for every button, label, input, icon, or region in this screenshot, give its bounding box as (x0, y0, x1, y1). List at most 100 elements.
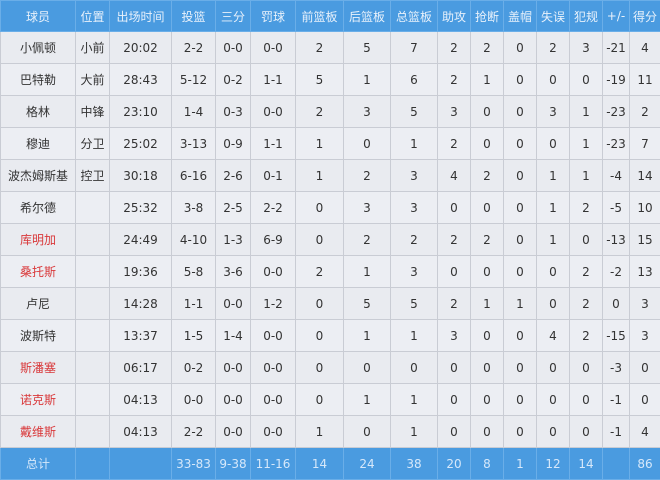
stat-cell: 0 (570, 352, 603, 384)
column-header[interactable]: 盖帽 (504, 1, 537, 32)
total-stat-cell: 20 (438, 448, 471, 480)
stat-cell: -5 (603, 192, 630, 224)
stat-cell: 5 (344, 288, 391, 320)
stat-cell: 1 (570, 128, 603, 160)
column-header[interactable]: 助攻 (438, 1, 471, 32)
stat-cell: 0 (537, 384, 570, 416)
player-name[interactable]: 波杰姆斯基 (1, 160, 76, 192)
player-name[interactable]: 斯潘塞 (1, 352, 76, 384)
player-name[interactable]: 希尔德 (1, 192, 76, 224)
stat-cell: 1 (391, 384, 438, 416)
stat-cell: 1 (344, 256, 391, 288)
stat-cell: 20:02 (110, 32, 172, 64)
player-name[interactable]: 诺克斯 (1, 384, 76, 416)
stat-cell: 3 (391, 192, 438, 224)
position-cell (76, 288, 110, 320)
stat-cell: 1 (471, 288, 504, 320)
stat-cell: 10 (630, 192, 660, 224)
player-name[interactable]: 巴特勒 (1, 64, 76, 96)
stat-cell: 0-2 (216, 64, 251, 96)
stat-cell: 4 (537, 320, 570, 352)
player-name[interactable]: 戴维斯 (1, 416, 76, 448)
column-header[interactable]: 出场时间 (110, 1, 172, 32)
stat-cell: 5 (391, 288, 438, 320)
stat-cell: 1 (296, 416, 344, 448)
stat-cell: 0-0 (216, 32, 251, 64)
player-name[interactable]: 桑托斯 (1, 256, 76, 288)
column-header[interactable]: 罚球 (251, 1, 296, 32)
stat-cell: 24:49 (110, 224, 172, 256)
stat-cell: -1 (603, 384, 630, 416)
position-cell: 小前 (76, 32, 110, 64)
total-stat-cell: 12 (537, 448, 570, 480)
stat-cell: 0 (344, 352, 391, 384)
player-name[interactable]: 库明加 (1, 224, 76, 256)
stat-cell: 3 (391, 160, 438, 192)
stat-cell: 3 (537, 96, 570, 128)
stat-cell: 3-8 (172, 192, 216, 224)
stat-cell: 2 (630, 96, 660, 128)
player-name[interactable]: 卢尼 (1, 288, 76, 320)
stat-cell: 0 (471, 320, 504, 352)
position-cell (76, 384, 110, 416)
column-header[interactable]: 前篮板 (296, 1, 344, 32)
stat-cell: 0 (296, 192, 344, 224)
stat-cell: 0-3 (216, 96, 251, 128)
stat-cell: 1 (344, 320, 391, 352)
player-name[interactable]: 波斯特 (1, 320, 76, 352)
stat-cell: 0-0 (251, 352, 296, 384)
stat-cell: 0-1 (251, 160, 296, 192)
player-name[interactable]: 穆迪 (1, 128, 76, 160)
stat-cell: 2 (296, 256, 344, 288)
stat-cell: 0 (471, 384, 504, 416)
player-name[interactable]: 小佩顿 (1, 32, 76, 64)
column-header[interactable]: +/- (603, 1, 630, 32)
stat-cell: 0-0 (216, 352, 251, 384)
column-header[interactable]: 得分 (630, 1, 660, 32)
column-header[interactable]: 犯规 (570, 1, 603, 32)
stat-cell: 3 (344, 192, 391, 224)
stat-cell: 2 (438, 224, 471, 256)
column-header[interactable]: 失误 (537, 1, 570, 32)
stat-cell: 2 (438, 128, 471, 160)
stat-cell: 4-10 (172, 224, 216, 256)
stat-cell: 4 (630, 32, 660, 64)
stat-cell: 0 (504, 192, 537, 224)
column-header[interactable]: 三分 (216, 1, 251, 32)
stat-cell: 0 (504, 32, 537, 64)
stat-cell: 2 (296, 32, 344, 64)
column-header[interactable]: 后篮板 (344, 1, 391, 32)
column-header[interactable]: 球员 (1, 1, 76, 32)
stat-cell: 0-0 (251, 96, 296, 128)
column-header[interactable]: 抢断 (471, 1, 504, 32)
stat-cell: 4 (630, 416, 660, 448)
stat-cell: 0 (504, 416, 537, 448)
stat-cell: 6 (391, 64, 438, 96)
stat-cell: 5-12 (172, 64, 216, 96)
stat-cell: 0 (537, 288, 570, 320)
stat-cell: 04:13 (110, 384, 172, 416)
column-header[interactable]: 位置 (76, 1, 110, 32)
stat-cell: 0 (471, 96, 504, 128)
column-header[interactable]: 投篮 (172, 1, 216, 32)
stat-cell: 28:43 (110, 64, 172, 96)
stat-cell: 0-0 (172, 384, 216, 416)
stat-cell: 15 (630, 224, 660, 256)
stat-cell: -2 (603, 256, 630, 288)
stat-cell: 2 (570, 320, 603, 352)
stat-cell: 0 (296, 224, 344, 256)
stat-cell: 5 (296, 64, 344, 96)
total-stat-cell: 24 (344, 448, 391, 480)
stat-cell: 25:02 (110, 128, 172, 160)
player-name[interactable]: 格林 (1, 96, 76, 128)
column-header[interactable]: 总篮板 (391, 1, 438, 32)
stat-cell: 4 (438, 160, 471, 192)
stat-cell: 2 (438, 64, 471, 96)
stat-cell: 25:32 (110, 192, 172, 224)
stat-cell: 1-1 (251, 64, 296, 96)
stat-cell: 13 (630, 256, 660, 288)
stat-cell: -15 (603, 320, 630, 352)
